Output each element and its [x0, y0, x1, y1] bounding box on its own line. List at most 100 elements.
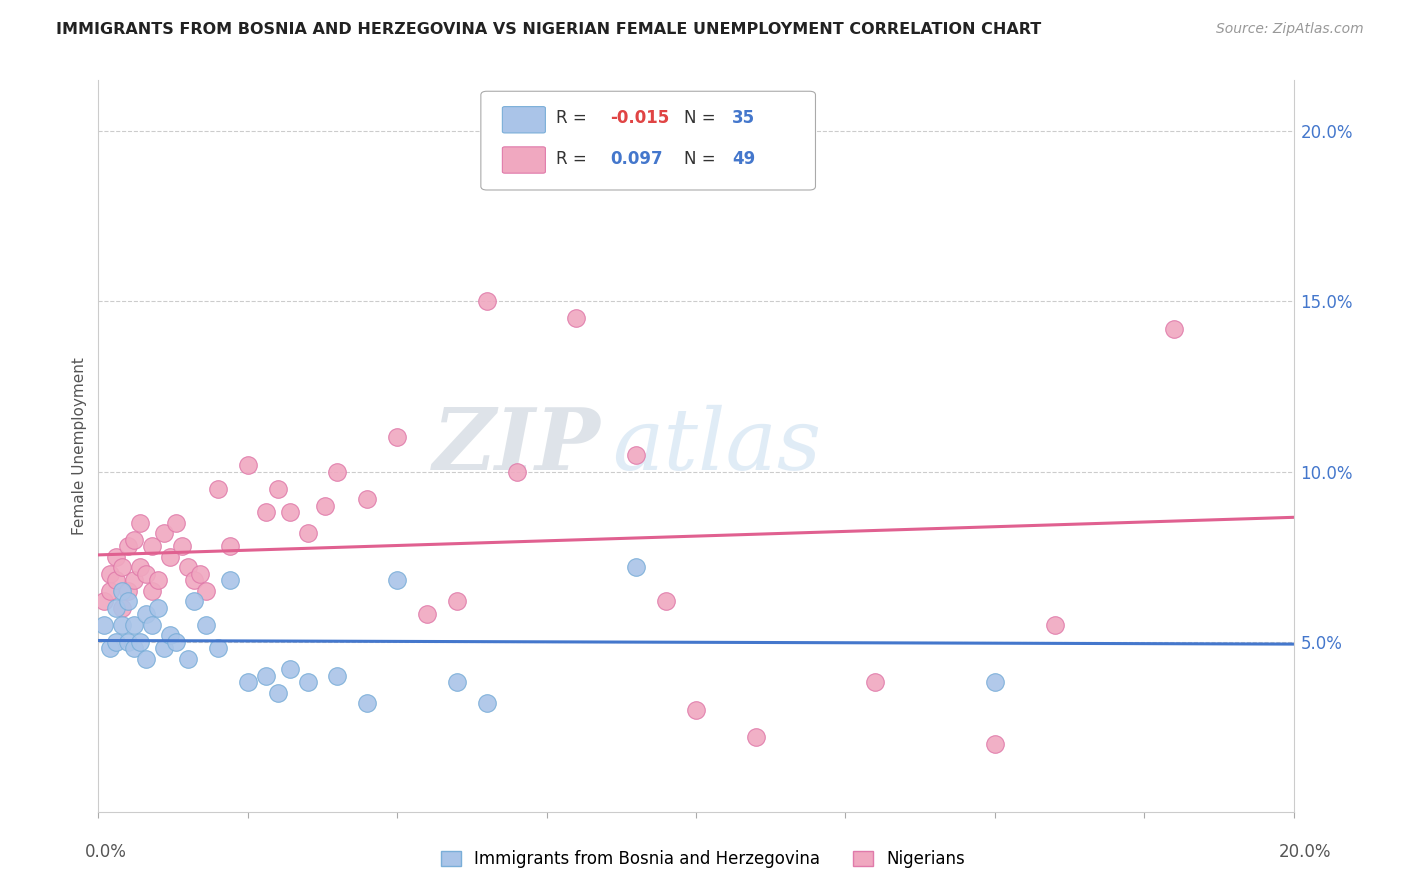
Point — [565, 311, 588, 326]
Point — [105, 634, 128, 648]
Text: ZIP: ZIP — [433, 404, 600, 488]
Point — [105, 574, 128, 588]
Point — [446, 675, 468, 690]
Text: 35: 35 — [733, 110, 755, 128]
Point — [385, 574, 409, 588]
Point — [159, 549, 181, 564]
Point — [219, 540, 242, 554]
Point — [278, 662, 301, 676]
Text: N =: N = — [685, 110, 721, 128]
Point — [195, 583, 218, 598]
Point — [129, 634, 152, 648]
FancyBboxPatch shape — [502, 147, 546, 173]
Point — [111, 617, 134, 632]
Legend: Immigrants from Bosnia and Herzegovina, Nigerians: Immigrants from Bosnia and Herzegovina, … — [434, 844, 972, 875]
Point — [105, 549, 128, 564]
Point — [141, 583, 163, 598]
Point — [124, 574, 146, 588]
Point — [475, 696, 498, 710]
Point — [93, 617, 115, 632]
Point — [153, 641, 176, 656]
Point — [315, 499, 337, 513]
Y-axis label: Female Unemployment: Female Unemployment — [72, 357, 87, 535]
Point — [1043, 617, 1066, 632]
Point — [1163, 321, 1185, 335]
Point — [98, 583, 122, 598]
Point — [207, 641, 229, 656]
Point — [148, 600, 170, 615]
Point — [165, 634, 187, 648]
Point — [165, 516, 187, 530]
Point — [93, 594, 115, 608]
Point — [159, 628, 181, 642]
Point — [124, 617, 146, 632]
Point — [236, 458, 259, 472]
Point — [135, 566, 157, 581]
Point — [111, 583, 134, 598]
Point — [172, 540, 194, 554]
Point — [148, 574, 170, 588]
Point — [254, 505, 277, 519]
Point — [446, 594, 468, 608]
Point — [105, 600, 128, 615]
Point — [98, 641, 122, 656]
Point — [267, 686, 290, 700]
Point — [219, 574, 242, 588]
Text: R =: R = — [557, 110, 592, 128]
Text: 0.0%: 0.0% — [84, 843, 127, 861]
Point — [188, 566, 211, 581]
Point — [124, 533, 146, 547]
Point — [326, 465, 349, 479]
Point — [135, 651, 157, 665]
Point — [183, 594, 205, 608]
Text: atlas: atlas — [613, 405, 821, 487]
Text: IMMIGRANTS FROM BOSNIA AND HERZEGOVINA VS NIGERIAN FEMALE UNEMPLOYMENT CORRELATI: IMMIGRANTS FROM BOSNIA AND HERZEGOVINA V… — [56, 22, 1042, 37]
Point — [207, 482, 229, 496]
Point — [117, 583, 139, 598]
Point — [278, 505, 301, 519]
Point — [626, 559, 648, 574]
Point — [111, 559, 134, 574]
Text: 49: 49 — [733, 150, 755, 169]
Point — [356, 491, 378, 506]
Text: R =: R = — [557, 150, 592, 169]
Point — [177, 651, 200, 665]
Point — [153, 525, 176, 540]
Point — [129, 559, 152, 574]
Point — [124, 641, 146, 656]
Point — [98, 566, 122, 581]
Point — [267, 482, 290, 496]
Point — [297, 525, 319, 540]
Point — [183, 574, 205, 588]
Point — [111, 600, 134, 615]
Point — [117, 634, 139, 648]
Point — [195, 617, 218, 632]
Text: Source: ZipAtlas.com: Source: ZipAtlas.com — [1216, 22, 1364, 37]
Point — [129, 516, 152, 530]
Point — [685, 703, 707, 717]
Point — [297, 675, 319, 690]
Point — [865, 675, 887, 690]
Point — [254, 668, 277, 682]
Point — [117, 594, 139, 608]
Point — [626, 448, 648, 462]
Point — [135, 607, 157, 622]
FancyBboxPatch shape — [502, 107, 546, 133]
Point — [326, 668, 349, 682]
Text: 20.0%: 20.0% — [1278, 843, 1331, 861]
Point — [416, 607, 439, 622]
Text: N =: N = — [685, 150, 721, 169]
Point — [141, 540, 163, 554]
Point — [984, 737, 1007, 751]
Point — [236, 675, 259, 690]
Point — [141, 617, 163, 632]
Point — [475, 294, 498, 309]
Text: 0.097: 0.097 — [610, 150, 662, 169]
Point — [506, 465, 529, 479]
Point — [177, 559, 200, 574]
Point — [745, 730, 768, 744]
Point — [655, 594, 678, 608]
Point — [385, 430, 409, 444]
Point — [117, 540, 139, 554]
Point — [356, 696, 378, 710]
